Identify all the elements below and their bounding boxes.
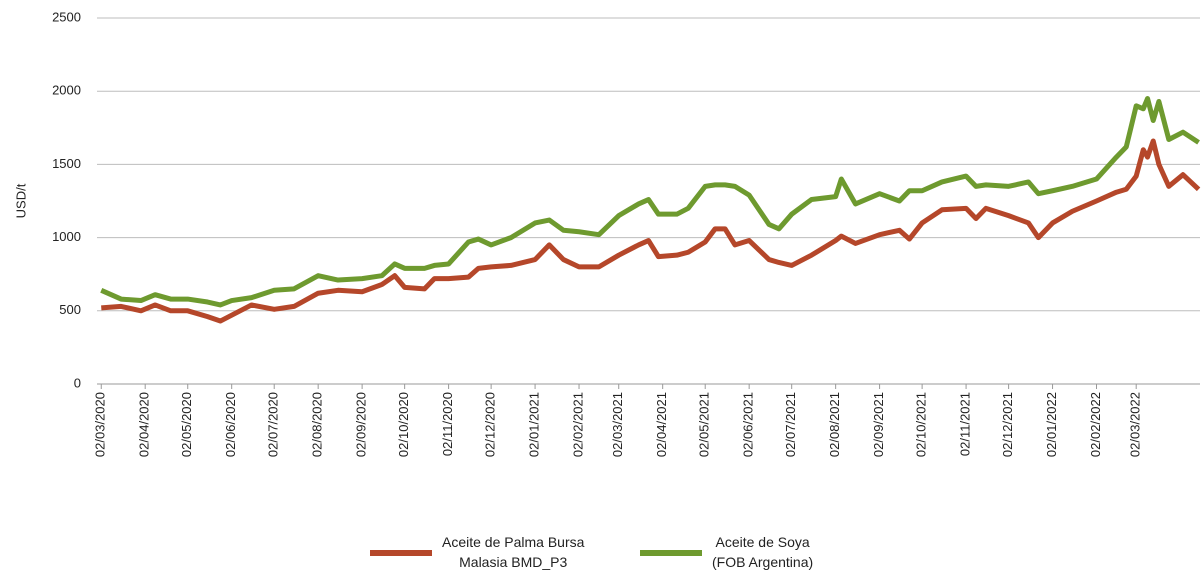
legend-label: Aceite de Palma Bursa Malasia BMD_P3: [442, 534, 585, 570]
x-tick-label: 02/12/2020: [483, 392, 498, 457]
x-tick-label: 02/11/2021: [958, 392, 973, 456]
y-tick-label: 2000: [52, 83, 81, 98]
legend-item: Aceite de Soya (FOB Argentina): [640, 532, 813, 572]
series-line: [100, 96, 1200, 308]
x-tick-label: 02/02/2021: [570, 392, 585, 457]
x-tick-label: 02/05/2020: [179, 392, 194, 457]
x-tick-label: 02/09/2020: [354, 392, 369, 457]
x-tick-label: 02/04/2021: [654, 392, 669, 457]
x-tick-label: 02/03/2022: [1128, 392, 1143, 457]
legend: Aceite de Palma Bursa Malasia BMD_P3 Acei…: [0, 532, 1202, 577]
x-tick-label: 02/03/2021: [610, 392, 625, 457]
legend-item: Aceite de Palma Bursa Malasia BMD_P3: [370, 532, 584, 572]
y-tick-label: 1000: [52, 229, 81, 244]
x-tick-label: 02/01/2021: [527, 392, 542, 457]
legend-swatch: [370, 550, 432, 556]
x-tick-label: 02/09/2021: [871, 392, 886, 457]
x-tick-label: 02/08/2020: [310, 392, 325, 457]
x-tick-label: 02/01/2022: [1044, 392, 1059, 457]
x-tick-label: 02/11/2020: [440, 392, 455, 456]
y-axis-label: USD/t: [13, 183, 28, 218]
x-tick-label: 02/05/2021: [697, 392, 712, 457]
y-tick-label: 0: [74, 375, 81, 390]
y-tick-label: 1500: [52, 156, 81, 171]
x-tick-label: 02/08/2021: [827, 392, 842, 457]
chart: USD/t 0 500 1000 1500 2000 2500 02/03/2020 02/0…: [13, 9, 1201, 457]
x-tick-label: 02/02/2022: [1088, 392, 1103, 457]
y-tick-label: 2500: [52, 9, 81, 24]
legend-label: Aceite de Soya (FOB Argentina): [712, 534, 814, 570]
series-line: [101, 138, 1201, 324]
x-tick-label: 02/03/2020: [93, 392, 108, 457]
x-tick-label: 02/06/2020: [223, 392, 238, 457]
x-tick-label: 02/10/2021: [914, 392, 929, 457]
x-tick-label: 02/07/2020: [266, 392, 281, 457]
x-tick-label: 02/07/2021: [783, 392, 798, 457]
x-tick-label: 02/06/2021: [741, 392, 756, 457]
x-tick-label: 02/12/2021: [1000, 392, 1015, 457]
x-tick-label: 02/10/2020: [396, 392, 411, 457]
x-tick-label: 02/04/2020: [137, 392, 152, 457]
y-tick-label: 500: [59, 302, 81, 317]
legend-swatch: [640, 550, 702, 556]
